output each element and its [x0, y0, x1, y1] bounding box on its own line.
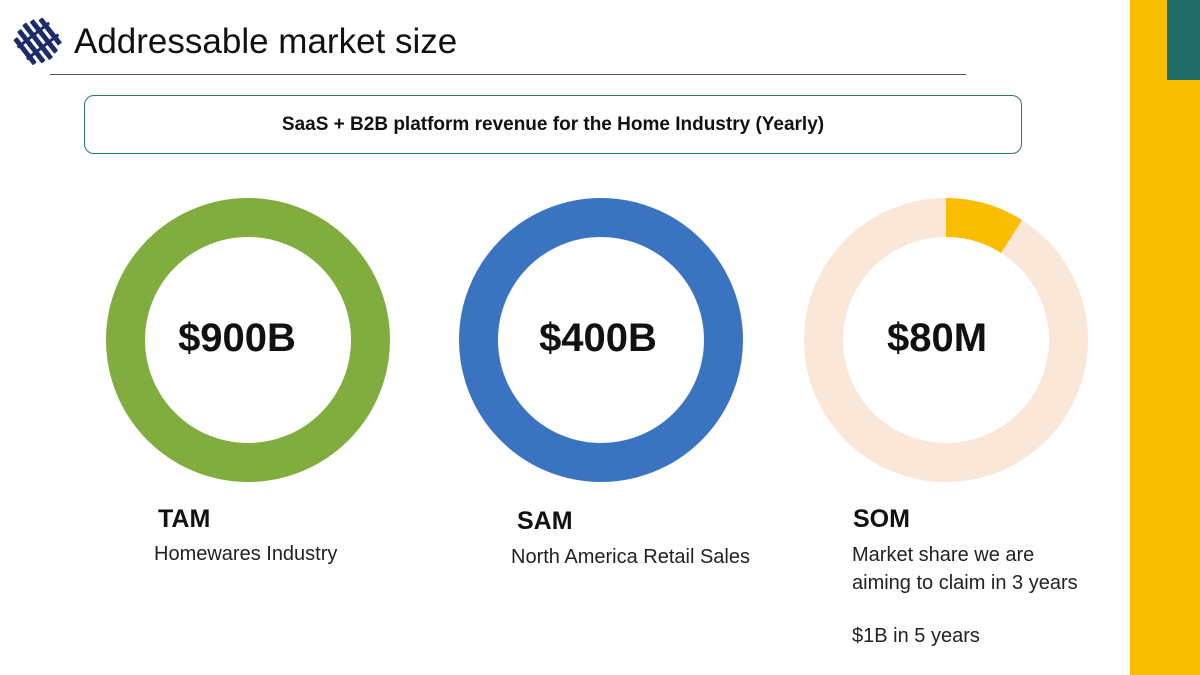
som-description-line: Market share we are	[852, 544, 1035, 566]
tam-label: TAM	[158, 505, 211, 533]
donut-segment	[459, 198, 743, 482]
tam-donut-chart	[98, 190, 398, 490]
right-sidebar-bar	[1130, 0, 1200, 675]
tam-description: Homewares Industry	[154, 543, 338, 565]
title-divider	[50, 74, 966, 75]
sam-label: SAM	[517, 507, 573, 535]
som-label: SOM	[853, 505, 910, 533]
som-description-line: aiming to claim in 3 years	[852, 572, 1078, 594]
donut-segment	[946, 198, 1023, 254]
banner-text: SaaS + B2B platform revenue for the Home…	[281, 113, 825, 135]
sidebar-accent-block	[1167, 0, 1200, 80]
som-donut-chart	[796, 190, 1096, 490]
som-description: Market share we are aiming to claim in 3…	[852, 541, 1078, 597]
sam-donut-chart	[451, 190, 751, 490]
som-note: $1B in 5 years	[852, 625, 980, 647]
donut-segment	[106, 198, 390, 482]
sam-value: $400B	[539, 316, 657, 360]
sam-description: North America Retail Sales	[511, 546, 750, 568]
som-value: $80M	[886, 316, 988, 360]
company-logo-icon	[13, 17, 62, 65]
page-title: Addressable market size	[74, 22, 458, 61]
revenue-banner: SaaS + B2B platform revenue for the Home…	[84, 95, 1022, 154]
tam-value: $900B	[178, 316, 296, 360]
